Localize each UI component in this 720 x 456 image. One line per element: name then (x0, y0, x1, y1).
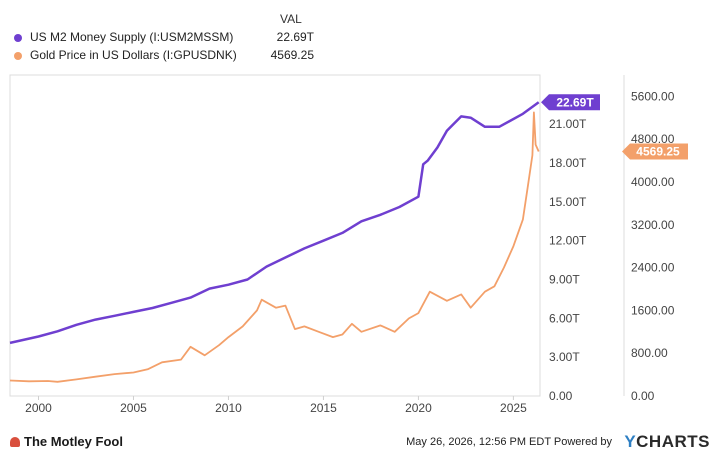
x-tick-label: 2000 (25, 401, 52, 415)
ycharts-rest: CHARTS (636, 432, 710, 451)
y-right-tick-label: 1600.00 (631, 303, 675, 317)
end-flag-gold (622, 143, 688, 160)
jester-cap-icon (10, 437, 20, 447)
legend-dot-gold (14, 52, 22, 60)
motley-fool-text: The Motley Fool (24, 434, 123, 449)
legend-label-m2: US M2 Money Supply (I:USM2MSSM) (30, 30, 234, 44)
end-flag-m2 (541, 94, 600, 111)
y-right-tick-label: 2400.00 (631, 261, 675, 275)
timestamp-text: May 26, 2026, 12:56 PM EDT Powered by (406, 436, 612, 448)
y-right-tick-label: 0.00 (631, 389, 655, 403)
y-left-tick-label: 3.00T (549, 350, 580, 364)
legend-dot-m2 (14, 34, 22, 42)
x-tick-label: 2020 (405, 401, 432, 415)
legend-item-m2[interactable]: US M2 Money Supply (I:USM2MSSM) 22.69T (14, 30, 314, 46)
series-line-m2 (9, 101, 540, 345)
y-left-tick-label: 6.00T (549, 311, 580, 325)
y-left-tick-label: 0.00 (549, 389, 573, 403)
legend-label-gold: Gold Price in US Dollars (I:GPUSDNK) (30, 48, 237, 62)
legend-value-header: VAL (280, 12, 302, 26)
ycharts-y: Y (624, 432, 637, 451)
y-left-tick-label: 21.00T (549, 117, 587, 131)
end-label-gold: 4569.25 (636, 145, 680, 159)
dual-axis-line-chart: 2000 2005 2010 2015 2020 2025 0.00 3.00T 6.00T 9.… (9, 74, 688, 415)
legend-item-gold[interactable]: Gold Price in US Dollars (I:GPUSDNK) 456… (14, 48, 314, 64)
y-right-tick-label: 4000.00 (631, 175, 675, 189)
y-right-tick-label: 4800.00 (631, 132, 675, 146)
legend-value-gold: 4569.25 (270, 48, 314, 62)
x-tick-label: 2015 (310, 401, 337, 415)
y-right-tick-label: 5600.00 (631, 89, 675, 103)
y-right-tick-label: 800.00 (631, 346, 668, 360)
y-left-tick-label: 9.00T (549, 273, 580, 287)
x-tick-label: 2010 (215, 401, 242, 415)
end-label-m2: 22.69T (556, 95, 594, 109)
x-tick-label: 2025 (500, 401, 527, 415)
series-line-gold (9, 111, 540, 383)
x-tick-label: 2005 (120, 401, 147, 415)
plot-frame (9, 74, 541, 397)
y-right-tick-label: 3200.00 (631, 218, 675, 232)
chart-footer: The Motley Fool May 26, 2026, 12:56 PM E… (0, 428, 720, 456)
y-left-tick-label: 12.00T (549, 234, 587, 248)
y-left-tick-label: 15.00T (549, 195, 587, 209)
y-left-tick-label: 18.00T (549, 156, 587, 170)
ycharts-logo[interactable]: YCHARTS (624, 432, 710, 452)
motley-fool-logo[interactable]: The Motley Fool (10, 434, 123, 449)
legend-value-m2: 22.69T (276, 30, 314, 44)
